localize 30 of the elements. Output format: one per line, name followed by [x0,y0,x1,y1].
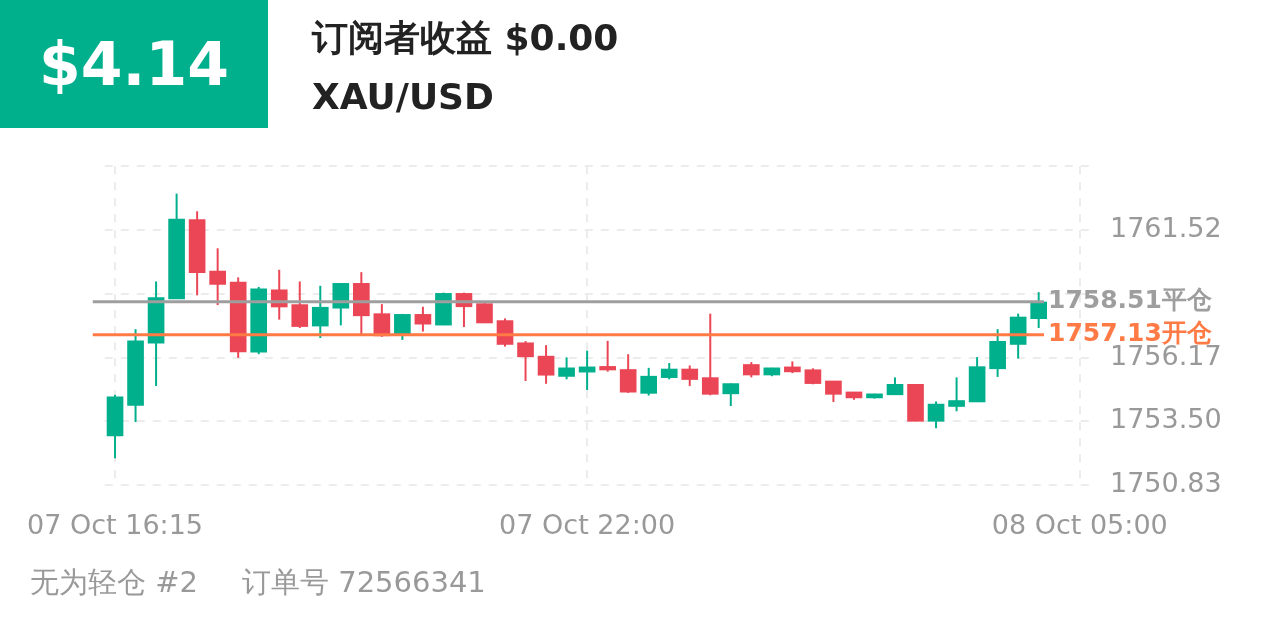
candlestick [599,339,616,373]
ref-line-label: 1758.51平仓 [1048,285,1212,315]
y-tick-label: 1753.50 [1110,403,1222,435]
x-tick-label: 07 Oct 22:00 [499,509,676,541]
candlestick [537,344,555,385]
candlestick [1030,291,1048,329]
text: 订单号 72566341 [241,564,486,601]
text: 无为轻仓 #2 [30,564,198,601]
candlestick [701,312,719,397]
candlestick [394,312,411,341]
chart-title: 订阅者收益 $0.00 [312,16,619,60]
text: $4.14 [39,29,229,99]
candlestick [558,356,575,381]
candlestick [640,366,658,397]
candlestick [948,376,965,413]
candlestick [722,382,740,408]
chart-subtitle: XAU/USD [312,76,494,117]
x-tick-label: 08 Oct 05:00 [991,509,1168,541]
candlestick [476,302,493,324]
candlestick [209,247,226,307]
x-tick-label: 07 Oct 16:15 [27,509,204,541]
y-tick-label: 1761.52 [1110,211,1222,243]
candlestick [927,400,945,430]
candlestick [414,305,432,333]
candlestick [517,340,534,382]
y-tick-label: 1750.83 [1110,467,1222,499]
candlestick [311,284,329,340]
candlestick [681,364,699,387]
candlestick [619,353,637,394]
candlestick [291,280,309,329]
